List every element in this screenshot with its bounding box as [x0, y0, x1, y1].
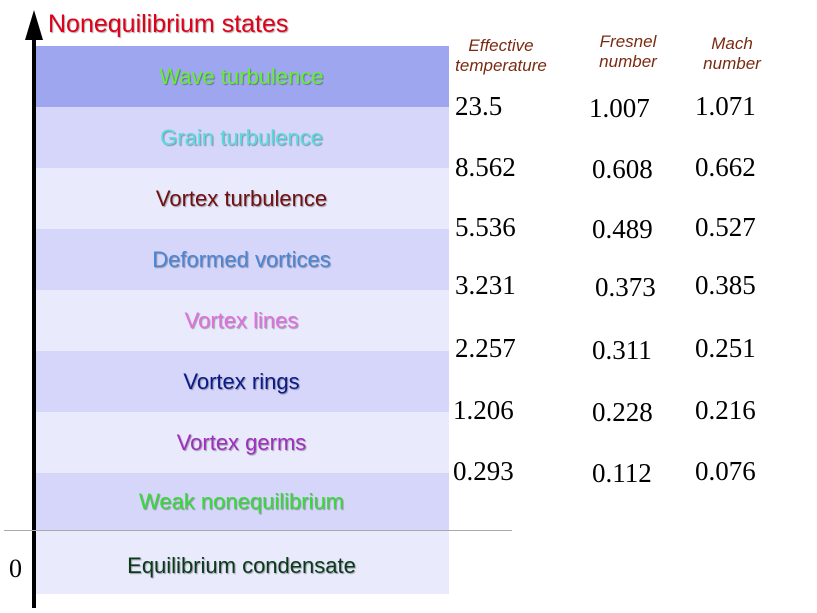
value-cell: 0.216 [695, 395, 756, 425]
state-band-label: Vortex rings [183, 368, 300, 394]
value-cell: 0.112 [592, 458, 652, 488]
value-cell: 0.489 [592, 214, 653, 244]
axis-zero-label: 0 [9, 554, 22, 583]
value-cell: 0.228 [592, 397, 653, 427]
state-band: Vortex rings [34, 351, 449, 412]
state-band: Vortex turbulence [34, 168, 449, 229]
state-band: Vortex lines [34, 290, 449, 351]
column-header: Mach number [692, 34, 772, 74]
state-band: Grain turbulence [34, 107, 449, 168]
state-band-label: Deformed vortices [152, 246, 331, 272]
state-band-label: Grain turbulence [160, 124, 323, 150]
column-header-line: Effective [468, 36, 534, 55]
state-band-label: Vortex turbulence [155, 185, 328, 211]
column-header-line: temperature [455, 56, 547, 75]
equilibrium-baseline [4, 530, 512, 531]
value-cell: 1.007 [589, 93, 650, 123]
state-band-label: Weak nonequilibrium [138, 489, 345, 514]
value-cell: 0.373 [595, 272, 656, 302]
value-cell: 0.311 [592, 335, 652, 365]
value-cell: 0.608 [592, 154, 653, 184]
vertical-axis-line [32, 30, 36, 608]
column-header: Effective temperature [452, 36, 550, 76]
value-cell: 0.076 [695, 456, 756, 486]
state-band: Equilibrium condensate [34, 531, 449, 594]
value-cell: 1.206 [453, 395, 514, 425]
value-cell: 0.293 [453, 456, 514, 486]
state-band: Wave turbulence [34, 46, 449, 107]
column-header: Fresnel number [588, 32, 668, 72]
value-cell: 8.562 [455, 152, 516, 182]
state-band-label: Wave turbulence [159, 63, 324, 89]
state-band: Weak nonequilibrium [34, 473, 449, 531]
column-header-line: Fresnel [599, 32, 657, 51]
state-band-label: Vortex lines [184, 307, 299, 333]
state-band: Deformed vortices [34, 229, 449, 290]
value-cell: 5.536 [455, 212, 516, 242]
value-cell: 0.662 [695, 152, 756, 182]
value-cell: 0.251 [695, 333, 756, 363]
value-cell: 23.5 [455, 91, 503, 121]
value-cell: 0.527 [695, 212, 756, 242]
column-header-line: Mach [711, 34, 753, 53]
value-cell: 2.257 [455, 333, 516, 363]
column-header-line: number [599, 52, 657, 71]
value-cell: 3.231 [455, 270, 516, 300]
state-band-label: Vortex germs [176, 429, 307, 455]
state-band: Vortex germs [34, 412, 449, 473]
state-band-label: Equilibrium condensate [127, 552, 356, 578]
axis-arrow-icon [25, 10, 43, 40]
value-cell: 1.071 [695, 91, 756, 121]
state-bands: Wave turbulence Grain turbulence Vortex tu… [34, 46, 449, 594]
diagram-title: Nonequilibrium states [48, 10, 289, 38]
column-header-line: number [703, 54, 761, 73]
value-cell: 0.385 [695, 270, 756, 300]
